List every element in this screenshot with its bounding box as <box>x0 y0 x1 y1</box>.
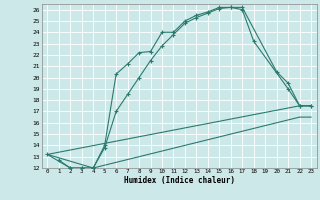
X-axis label: Humidex (Indice chaleur): Humidex (Indice chaleur) <box>124 176 235 185</box>
